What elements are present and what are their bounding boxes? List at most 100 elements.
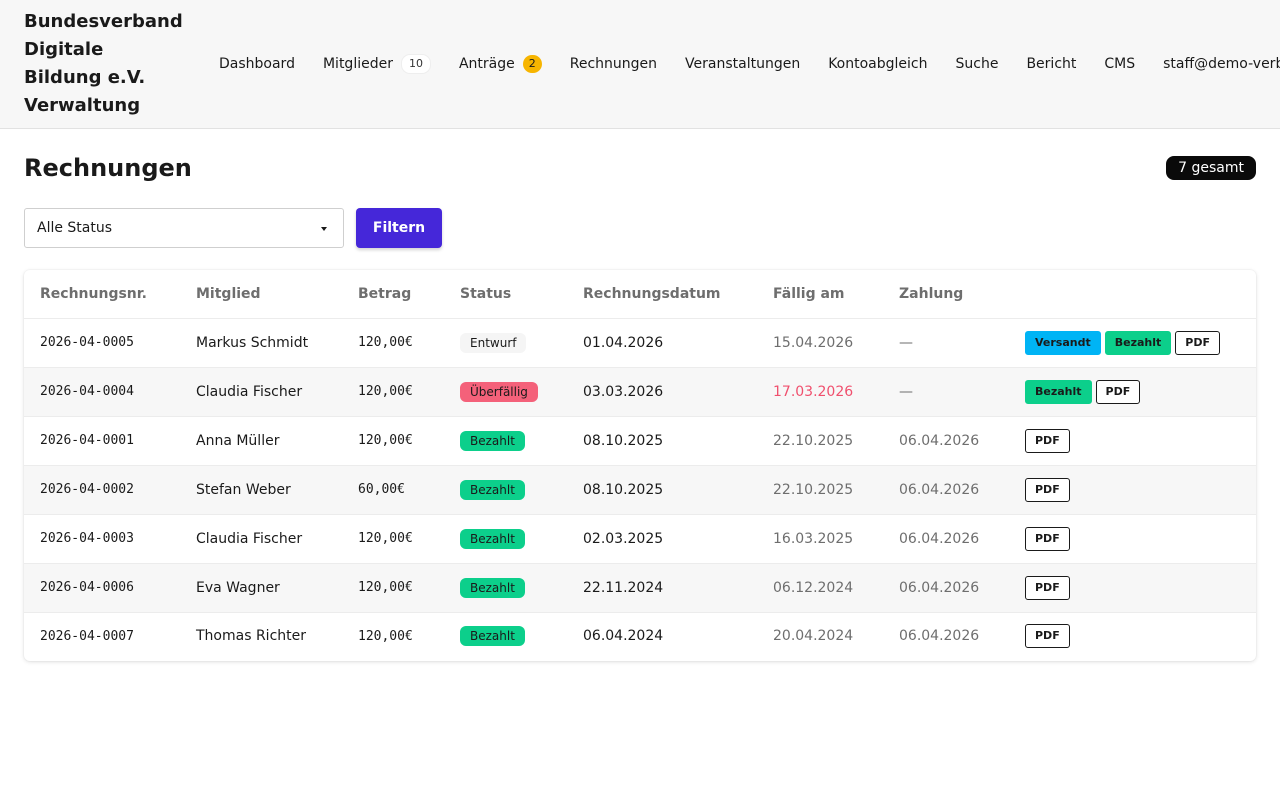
filter-button[interactable]: Filtern: [356, 208, 442, 248]
invoice-amount: 120,00€: [358, 335, 413, 350]
invoice-number: 2026-04-0002: [40, 482, 134, 497]
status-filter-value: Alle Status: [37, 220, 113, 236]
payment-date: 06.04.2026: [899, 432, 980, 449]
status-cell: Bezahlt: [444, 563, 567, 612]
column-header: Status: [444, 270, 567, 319]
table-row: 2026-04-0001 Anna Müller 120,00€ Bezahlt…: [24, 416, 1256, 465]
table-row: 2026-04-0007 Thomas Richter 120,00€ Beza…: [24, 612, 1256, 660]
nav-mitglieder-label: Mitglieder: [322, 56, 393, 72]
member-name: Eva Wagner: [196, 579, 280, 596]
nav-mitglieder[interactable]: Mitglieder 10: [323, 54, 431, 74]
status-filter-select[interactable]: Alle Status: [24, 208, 344, 248]
invoice-number: 2026-04-0003: [40, 531, 134, 546]
pdf-button[interactable]: PDF: [1025, 428, 1070, 453]
actions-cell: PDF: [1009, 416, 1256, 465]
payment-date: —: [899, 334, 913, 351]
invoices-table: Rechnungsnr. Mitglied Betrag Status Rech…: [24, 270, 1256, 660]
table-row: 2026-04-0005 Markus Schmidt 120,00€ Entw…: [24, 318, 1256, 367]
actions-cell: PDF: [1009, 612, 1256, 660]
member-name: Stefan Weber: [196, 481, 291, 498]
due-date: 22.10.2025: [773, 432, 854, 449]
payment-date: 06.04.2026: [899, 579, 980, 596]
member-name: Markus Schmidt: [196, 334, 309, 351]
nav-kontoabgleich[interactable]: Kontoabgleich: [828, 56, 928, 72]
main-nav: Dashboard Mitglieder 10 Anträge 2 Rechnu…: [219, 52, 1280, 76]
mark-sent-button[interactable]: Versandt: [1025, 330, 1101, 355]
brand-title[interactable]: Bundesverband Digitale Bildung e.V. Verw…: [24, 8, 199, 120]
pdf-button[interactable]: PDF: [1025, 624, 1070, 649]
pdf-button[interactable]: PDF: [1095, 379, 1141, 404]
invoice-date: 06.04.2024: [583, 628, 664, 645]
column-header: Zahlung: [883, 270, 1009, 319]
status-cell: Entwurf: [444, 318, 567, 367]
member-name: Anna Müller: [196, 432, 280, 449]
invoice-date: 02.03.2025: [583, 530, 664, 547]
nav-bericht[interactable]: Bericht: [1026, 56, 1077, 72]
table-header-row: Rechnungsnr. Mitglied Betrag Status Rech…: [24, 270, 1256, 319]
due-date: 20.04.2024: [773, 628, 854, 645]
status-badge: Überfällig: [460, 381, 538, 402]
invoice-amount: 120,00€: [358, 433, 413, 448]
status-cell: Überfällig: [444, 367, 567, 416]
due-date: 16.03.2025: [773, 530, 854, 547]
pdf-button[interactable]: PDF: [1025, 526, 1070, 551]
column-header: Rechnungsnr.: [24, 270, 180, 319]
actions-cell: PDF: [1009, 465, 1256, 514]
status-badge: Bezahlt: [460, 479, 525, 500]
pdf-button[interactable]: PDF: [1175, 330, 1220, 355]
invoice-amount: 120,00€: [358, 384, 413, 399]
invoice-number: 2026-04-0006: [40, 580, 134, 595]
status-cell: Bezahlt: [444, 416, 567, 465]
brand-line: Bildung e.V.: [24, 67, 146, 88]
chevron-down-icon: [321, 227, 327, 231]
nav-user-account[interactable]: staff@demo-verband.de: [1163, 56, 1280, 72]
invoices-table-card: Rechnungsnr. Mitglied Betrag Status Rech…: [24, 270, 1256, 661]
column-header-actions: [1009, 270, 1256, 319]
status-badge: Bezahlt: [460, 430, 525, 451]
mark-paid-button[interactable]: Bezahlt: [1025, 379, 1092, 404]
invoice-number: 2026-04-0005: [40, 335, 134, 350]
invoice-date: 01.04.2026: [583, 334, 664, 351]
nav-cms[interactable]: CMS: [1104, 56, 1136, 72]
status-badge: Bezahlt: [460, 626, 525, 647]
invoice-number: 2026-04-0001: [40, 433, 134, 448]
pdf-button[interactable]: PDF: [1025, 477, 1070, 502]
nav-antraege-label: Anträge: [458, 56, 515, 72]
brand-line: Verwaltung: [24, 95, 141, 116]
due-date: 17.03.2026: [773, 383, 854, 400]
brand-line: Digitale: [24, 39, 104, 60]
invoice-amount: 120,00€: [358, 628, 413, 644]
status-badge: Bezahlt: [460, 577, 525, 598]
pdf-button[interactable]: PDF: [1025, 575, 1070, 600]
nav-antraege[interactable]: Anträge 2: [459, 55, 542, 73]
invoice-amount: 120,00€: [358, 531, 413, 546]
table-row: 2026-04-0004 Claudia Fischer 120,00€ Übe…: [24, 367, 1256, 416]
invoice-date: 08.10.2025: [583, 481, 664, 498]
total-count-badge: 7 gesamt: [1166, 156, 1256, 180]
nav-rechnungen[interactable]: Rechnungen: [569, 56, 658, 72]
status-badge: Bezahlt: [460, 528, 525, 549]
payment-date: 06.04.2026: [899, 628, 980, 645]
column-header: Mitglied: [180, 270, 342, 319]
due-date: 15.04.2026: [773, 334, 854, 351]
mitglieder-count-badge: 10: [400, 54, 431, 74]
table-row: 2026-04-0002 Stefan Weber 60,00€ Bezahlt…: [24, 465, 1256, 514]
nav-veranstaltungen[interactable]: Veranstaltungen: [685, 56, 801, 72]
column-header: Rechnungsdatum: [567, 270, 757, 319]
member-name: Claudia Fischer: [196, 383, 303, 400]
member-name: Claudia Fischer: [196, 530, 303, 547]
status-cell: Bezahlt: [444, 514, 567, 563]
actions-cell: Bezahlt PDF: [1009, 367, 1256, 416]
table-row: 2026-04-0003 Claudia Fischer 120,00€ Bez…: [24, 514, 1256, 563]
column-header: Betrag: [342, 270, 444, 319]
mark-paid-button[interactable]: Bezahlt: [1104, 330, 1172, 355]
invoice-number: 2026-04-0007: [40, 628, 134, 644]
invoice-date: 08.10.2025: [583, 432, 664, 449]
invoice-date: 22.11.2024: [583, 579, 664, 596]
nav-suche[interactable]: Suche: [955, 56, 999, 72]
invoice-amount: 60,00€: [358, 482, 405, 497]
nav-dashboard[interactable]: Dashboard: [219, 56, 295, 72]
due-date: 22.10.2025: [773, 481, 854, 498]
column-header: Fällig am: [757, 270, 883, 319]
status-cell: Bezahlt: [444, 612, 567, 660]
